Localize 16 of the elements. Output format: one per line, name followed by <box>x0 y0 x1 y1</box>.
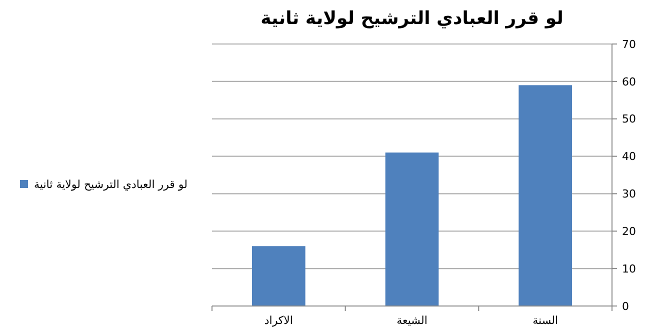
y-tick-label: 10 <box>622 262 636 276</box>
y-tick-label: 40 <box>622 150 636 164</box>
y-tick-label: 20 <box>622 224 636 238</box>
chart-title: لو قرر العبادي الترشيح لولاية ثانية <box>260 8 564 29</box>
x-tick-label: الاكراد <box>264 314 293 327</box>
x-tick-label: الشيعة <box>396 314 428 327</box>
x-tick-label: السنة <box>532 314 558 327</box>
legend-label: لو قرر العبادي الترشيح لولاية ثانية <box>34 178 188 191</box>
bar <box>252 246 306 306</box>
y-tick-label: 0 <box>622 300 629 313</box>
y-tick-label: 50 <box>622 112 636 126</box>
bar <box>385 152 439 306</box>
y-tick-label: 70 <box>622 38 636 51</box>
bar <box>518 85 572 306</box>
y-tick-label: 60 <box>622 75 636 88</box>
y-tick-label: 30 <box>622 188 636 201</box>
